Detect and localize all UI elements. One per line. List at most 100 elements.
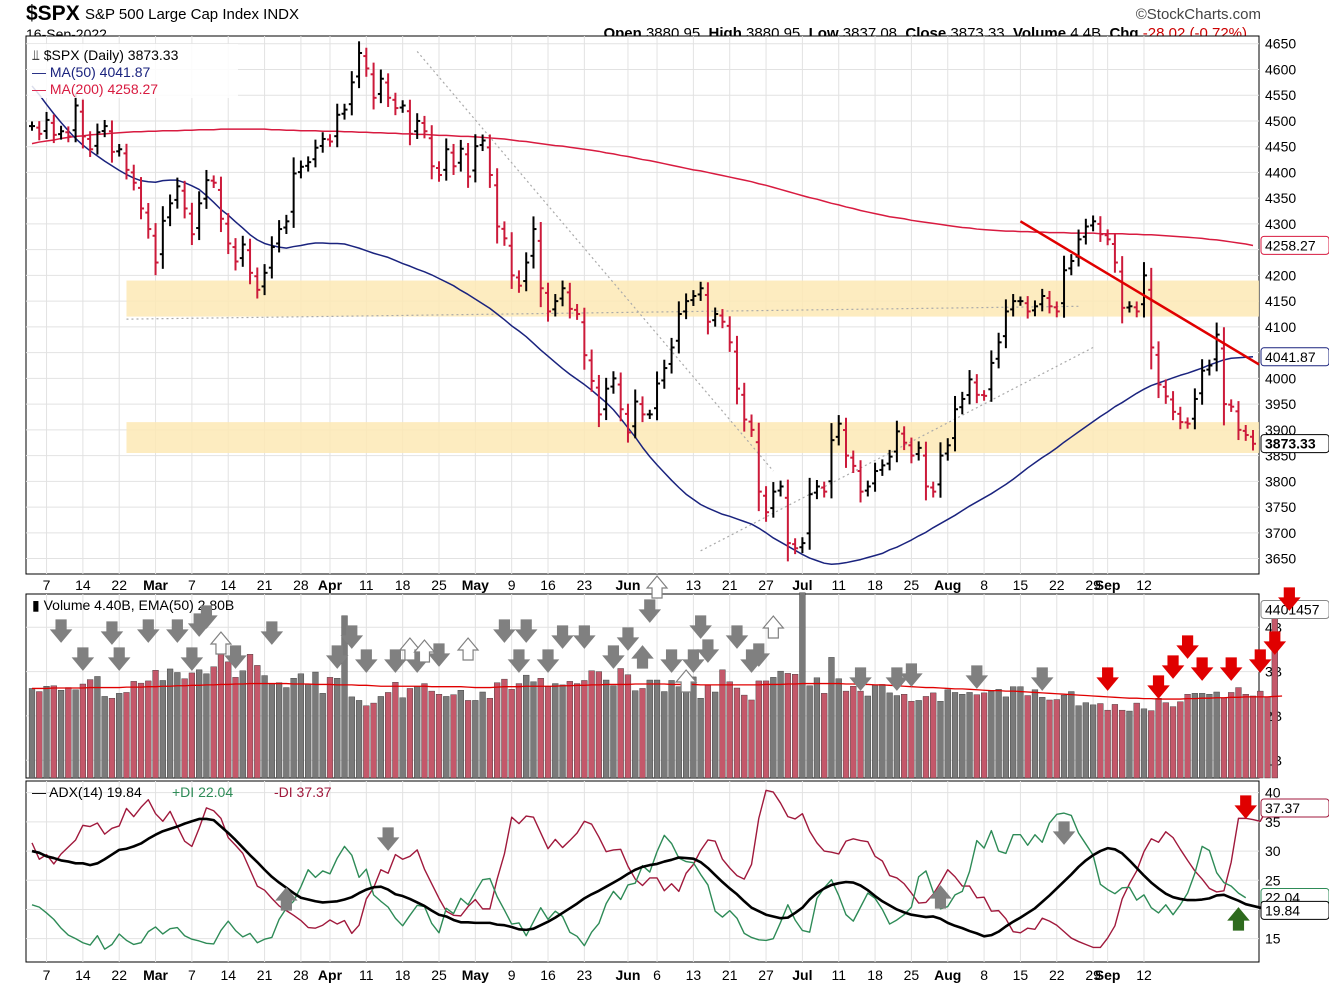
volume-bar [864, 695, 871, 779]
x-tick-label: 14 [75, 967, 91, 983]
volume-bar [712, 691, 719, 779]
ohlc-bar [552, 294, 559, 317]
x-tick-label: Mar [143, 967, 168, 983]
volume-bar [1024, 695, 1031, 779]
volume-bar [297, 673, 305, 779]
volume-arrow-gray [682, 649, 705, 673]
ohlc-bar [36, 121, 43, 141]
volume-arrow-gray [180, 647, 204, 671]
volume-bar [145, 680, 152, 779]
ohlc-bar [72, 93, 79, 143]
volume-bar [1046, 699, 1053, 779]
ohlc-bar [864, 480, 871, 497]
volume-bar [799, 592, 806, 779]
ohlc-bar [1097, 216, 1104, 242]
volume-arrow-red [1263, 631, 1287, 655]
ohlc-bar [893, 420, 900, 463]
ohlc-bar [1170, 391, 1177, 421]
ohlc-bar [290, 157, 297, 228]
ohlc-bar [217, 176, 224, 233]
ohlc-bar [1046, 290, 1053, 314]
support-band [126, 422, 1259, 454]
ohlc-bar [813, 479, 820, 500]
volume-bar [450, 694, 457, 779]
volume-bar [966, 692, 973, 779]
ohlc-bar [1119, 256, 1126, 324]
volume-bar [617, 668, 624, 779]
volume-bar [733, 687, 741, 779]
volume-bar [36, 691, 43, 779]
volume-bar [1039, 697, 1046, 779]
x-tick-label: Jul [792, 577, 812, 593]
ohlc-bar [1053, 301, 1060, 318]
adx-last-tag: 19.84 [1260, 900, 1329, 920]
adx-arrow-gray-up [275, 887, 298, 911]
close-last-tag-box [1260, 434, 1329, 454]
volume-arrow-red [1219, 657, 1243, 681]
volume-bar [886, 692, 893, 779]
volume-legend: ▮ Volume 4.40B, EMA(50) 2.80B [32, 597, 234, 613]
x-tick-label: 25 [431, 577, 447, 593]
ohlc-bar [675, 301, 682, 354]
volume-bar [1068, 691, 1075, 779]
ohlc-bar [966, 370, 973, 405]
ohlc-bar [319, 132, 326, 153]
ohlc-bar [203, 169, 210, 209]
adx-last-tag-text: 19.84 [1265, 902, 1300, 918]
volume-bar [166, 668, 174, 779]
ohlc-bar [806, 477, 813, 550]
volume-arrow-red [1161, 655, 1185, 679]
ohlc-bar [1184, 417, 1191, 429]
volume-bar [1126, 710, 1133, 779]
volume-bar [515, 683, 523, 779]
volume-bar [842, 690, 850, 779]
ohlc-bar [784, 479, 791, 562]
volume-arrow-gray [638, 599, 662, 623]
volume-bar [959, 694, 966, 779]
x-tick-label: 14 [220, 967, 236, 983]
ohlc-bar [995, 332, 1002, 369]
ohlc-bar [312, 139, 319, 168]
ohlc-bar [1002, 299, 1009, 349]
volume-bar [973, 694, 980, 779]
ohlc-bar [130, 164, 137, 191]
ohlc-bar [792, 538, 799, 555]
ohlc-bar [385, 73, 392, 107]
x-tick-label: 13 [686, 577, 702, 593]
x-tick-label: 8 [980, 967, 988, 983]
ohlc-bar [501, 221, 508, 246]
volume-arrow-gray [107, 647, 131, 671]
volume-bar [792, 674, 799, 779]
volume-bar [1228, 692, 1235, 779]
ohlc-bar [632, 389, 639, 439]
volume-bar [1177, 701, 1184, 779]
volume-bar [624, 674, 632, 779]
ohlc-bar [588, 349, 595, 392]
price-y-tick-label: 4550 [1265, 87, 1296, 103]
adx-legend-minus-di: -DI 37.37 [274, 784, 332, 800]
volume-bar [1155, 697, 1162, 779]
volume-bar [1264, 696, 1271, 779]
x-tick-label: 7 [43, 967, 51, 983]
volume-arrow-gray [725, 625, 749, 649]
ma50-line [31, 85, 1254, 565]
x-tick-label: 16 [540, 577, 556, 593]
price-legend-bg [28, 44, 238, 98]
volume-bar [464, 700, 472, 779]
volume-bar [210, 666, 217, 779]
volume-bar [828, 657, 835, 779]
panel-frame-3 [25, 780, 1260, 963]
ma200-last-tag-box [1260, 235, 1329, 255]
volume-bar [217, 650, 225, 779]
volume-bar [806, 685, 813, 779]
volume-bar [494, 682, 501, 779]
ohlc-bar [1206, 359, 1213, 376]
ohlc-bar [661, 359, 668, 389]
ohlc-bar [450, 143, 457, 175]
ohlc-bar [755, 422, 762, 512]
volume-bar [697, 697, 704, 779]
volume-bar [268, 683, 275, 779]
ohlc-bar [1177, 406, 1184, 430]
ma50-last-tag: 4041.87 [1260, 347, 1329, 367]
ohlc-bar [196, 191, 203, 241]
